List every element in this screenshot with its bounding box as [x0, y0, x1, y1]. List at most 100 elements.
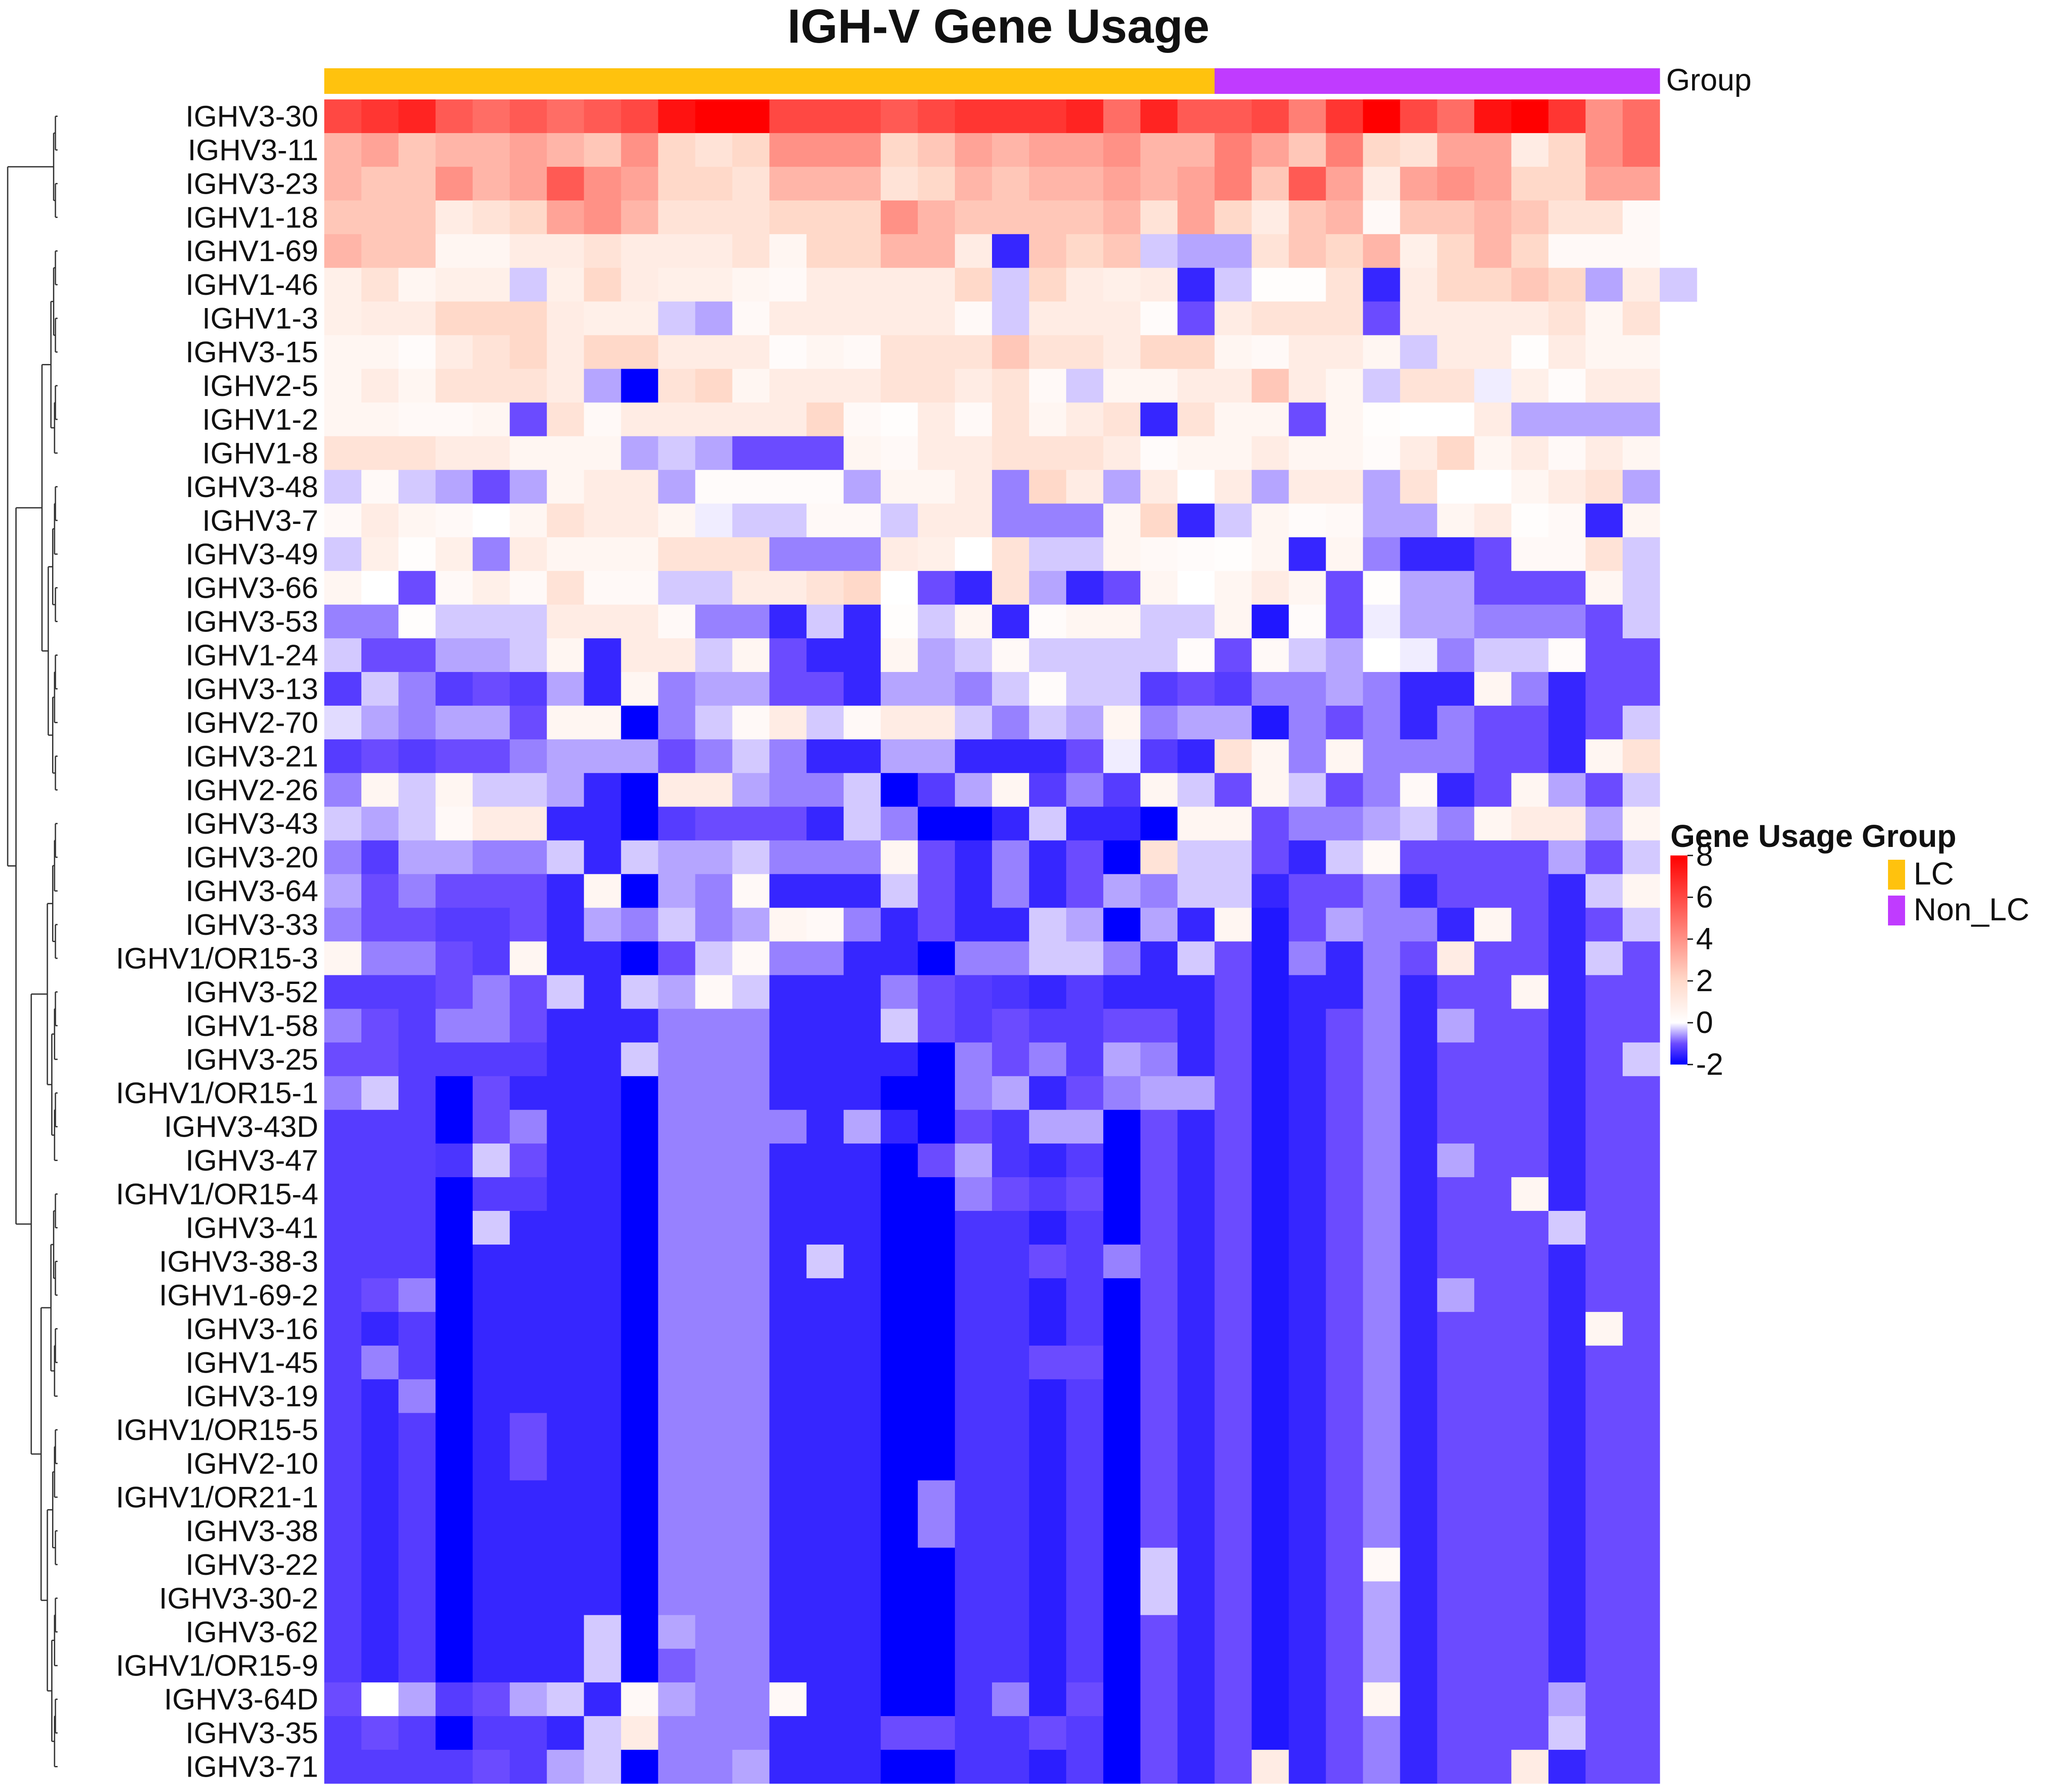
heatmap-cell: [1289, 268, 1327, 302]
heatmap-cell: [1177, 402, 1215, 436]
group-annotation-cell: [1400, 68, 1437, 94]
heatmap-cell: [1326, 1514, 1364, 1548]
row-label: IGHV1/OR15-9: [116, 1649, 318, 1682]
heatmap-cell: [1251, 773, 1289, 807]
heatmap-cell: [1400, 268, 1437, 302]
heatmap-cell: [1140, 537, 1178, 571]
heatmap-cell: [1326, 1042, 1364, 1076]
heatmap-cell: [844, 571, 881, 605]
heatmap-cell: [509, 1548, 547, 1582]
heatmap-cell: [1437, 1379, 1475, 1414]
heatmap-cell: [1029, 234, 1067, 268]
heatmap-cell: [1474, 908, 1512, 942]
heatmap-cell: [1400, 1548, 1437, 1582]
heatmap-cell: [398, 941, 436, 976]
heatmap-cell: [732, 1446, 770, 1481]
heatmap-cell: [1511, 941, 1549, 976]
heatmap-cell: [769, 301, 807, 336]
heatmap-cell: [1437, 1716, 1475, 1750]
heatmap-cell: [1066, 1244, 1104, 1279]
heatmap-cell: [1326, 1345, 1364, 1380]
heatmap-cell: [844, 436, 881, 470]
heatmap-cell: [1066, 1548, 1104, 1582]
heatmap-cell: [1214, 234, 1252, 268]
heatmap-cell: [918, 335, 955, 369]
heatmap-cell: [361, 234, 399, 268]
heatmap-cell: [1623, 470, 1660, 504]
heatmap-cell: [324, 470, 362, 504]
heatmap-cell: [435, 1278, 473, 1312]
heatmap-cell: [472, 1548, 510, 1582]
heatmap-cell: [472, 1446, 510, 1481]
heatmap-cell: [1511, 1345, 1549, 1380]
heatmap-cell: [1103, 537, 1141, 571]
heatmap-cell: [1400, 975, 1437, 1009]
heatmap-cell: [1326, 1278, 1364, 1312]
heatmap-cell: [992, 1345, 1030, 1380]
heatmap-cell: [1103, 806, 1141, 841]
heatmap-cell: [918, 1042, 955, 1076]
heatmap-cell: [1326, 705, 1364, 740]
heatmap-cell: [398, 1581, 436, 1615]
heatmap-cell: [621, 908, 659, 942]
heatmap-cell: [1140, 369, 1178, 403]
heatmap-cell: [547, 806, 585, 841]
heatmap-cell: [472, 1615, 510, 1649]
heatmap-cell: [1103, 133, 1141, 167]
heatmap-cell: [472, 301, 510, 336]
heatmap-cell: [1548, 571, 1586, 605]
heatmap-cell: [1251, 1345, 1289, 1380]
heatmap-cell: [324, 1682, 362, 1716]
heatmap-cell: [398, 908, 436, 942]
heatmap-cell: [1363, 1581, 1400, 1615]
heatmap-cell: [881, 1514, 918, 1548]
heatmap-cell: [1363, 806, 1400, 841]
heatmap-cell: [1511, 1716, 1549, 1750]
heatmap-cell: [992, 301, 1030, 336]
heatmap-cell: [1103, 1581, 1141, 1615]
heatmap-cell: [1326, 739, 1364, 774]
heatmap-cell: [547, 1076, 585, 1110]
heatmap-cell: [584, 234, 622, 268]
heatmap-cell: [1029, 874, 1067, 908]
heatmap-cell: [1214, 1312, 1252, 1346]
heatmap-cell: [435, 941, 473, 976]
heatmap-cell: [1251, 705, 1289, 740]
heatmap-cell: [695, 234, 733, 268]
heatmap-cell: [509, 638, 547, 672]
heatmap-cell: [1363, 99, 1400, 134]
heatmap-cell: [1511, 1211, 1549, 1245]
heatmap-cell: [1474, 1076, 1512, 1110]
heatmap-cell: [1511, 773, 1549, 807]
heatmap-cell: [918, 1345, 955, 1380]
heatmap-cell: [1214, 133, 1252, 167]
heatmap-cell: [695, 1312, 733, 1346]
heatmap-cell: [1400, 234, 1437, 268]
heatmap-cell: [398, 705, 436, 740]
row-label: IGHV3-7: [202, 504, 318, 537]
heatmap-cell: [1623, 1110, 1660, 1144]
heatmap-cell: [769, 503, 807, 538]
heatmap-cell: [769, 571, 807, 605]
heatmap-cell: [1585, 1446, 1623, 1481]
heatmap-cell: [1474, 672, 1512, 706]
heatmap-cell: [1474, 1042, 1512, 1076]
heatmap-cell: [769, 1682, 807, 1716]
heatmap-cell: [1251, 1110, 1289, 1144]
heatmap-cell: [881, 908, 918, 942]
heatmap-cell: [1140, 1379, 1178, 1414]
heatmap-cell: [1623, 1177, 1660, 1211]
heatmap-cell: [918, 1615, 955, 1649]
heatmap-cell: [1623, 1615, 1660, 1649]
heatmap-cell: [361, 1480, 399, 1515]
heatmap-cell: [769, 1548, 807, 1582]
heatmap-cell: [1548, 1244, 1586, 1279]
row-label: IGHV1-2: [202, 403, 318, 436]
heatmap-cell: [1511, 605, 1549, 639]
heatmap-cell: [1400, 1110, 1437, 1144]
heatmap-cell: [509, 133, 547, 167]
heatmap-cell: [1251, 99, 1289, 134]
heatmap-cell: [732, 1312, 770, 1346]
heatmap-cell: [1474, 975, 1512, 1009]
heatmap-cell: [1474, 705, 1512, 740]
